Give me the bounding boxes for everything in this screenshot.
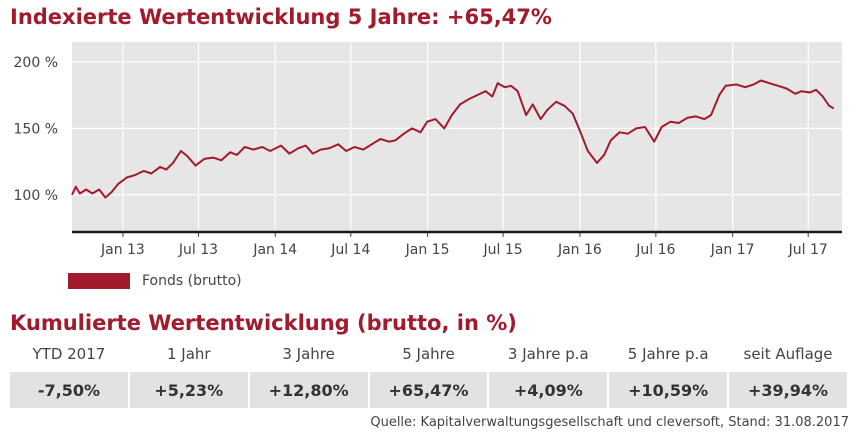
performance-header-row: YTD 2017 1 Jahr 3 Jahre 5 Jahre 3 Jahre … [10,341,847,367]
header-3-jahre-pa: 3 Jahre p.a [507,345,589,363]
y-tick-label: 200 % [14,55,58,71]
chart-legend: Fonds (brutto) [68,272,242,290]
x-tick-label: Jul 14 [330,242,370,258]
x-tick-label: Jul 15 [483,242,523,258]
x-tick-label: Jan 13 [100,242,145,258]
x-tick-label: Jan 15 [405,242,450,258]
source-note: Quelle: Kapitalverwaltungsgesellschaft u… [370,415,849,430]
x-tick-label: Jul 16 [635,242,675,258]
x-tick-label: Jan 14 [252,242,297,258]
header-1-jahr: 1 Jahr [166,345,211,363]
x-tick-label: Jan 17 [710,242,755,258]
value-1-jahr: +5,23% [129,367,248,408]
legend-swatch [68,273,130,289]
value-seit-auflage: +39,94% [729,367,847,408]
y-tick-label: 100 % [14,188,58,204]
performance-title: Kumulierte Wertentwicklung (brutto, in %… [10,311,517,335]
x-tick-label: Jul 13 [178,242,218,258]
chart-title: Indexierte Wertentwicklung 5 Jahre: +65,… [10,5,552,29]
header-ytd: YTD 2017 [32,345,106,363]
value-5-jahre-pa: +10,59% [609,367,728,408]
y-tick-label: 150 % [14,121,58,137]
series-line-fonds-brutto [71,79,835,199]
header-5-jahre-pa: 5 Jahre p.a [627,345,709,363]
value-ytd: -7,50% [10,367,128,408]
performance-value-row: -7,50% +5,23% +12,80% +65,47% +4,09% +10… [10,367,847,408]
x-tick-label: Jul 17 [788,242,828,258]
value-3-jahre: +12,80% [249,367,368,408]
legend-label: Fonds (brutto) [142,273,242,289]
line-chart: 100 % 150 % 200 % Jan 13 Jul 13 Jan 14 Jul 14 J… [14,42,842,258]
header-seit-auflage: seit Auflage [743,345,833,363]
plot-background [72,42,842,232]
header-3-jahre: 3 Jahre [282,345,335,363]
value-3-jahre-pa: +4,09% [489,367,608,408]
value-5-jahre: +65,47% [369,367,488,408]
header-5-jahre: 5 Jahre [402,345,455,363]
performance-table: YTD 2017 1 Jahr 3 Jahre 5 Jahre 3 Jahre … [8,341,849,408]
x-tick-label: Jan 16 [557,242,602,258]
